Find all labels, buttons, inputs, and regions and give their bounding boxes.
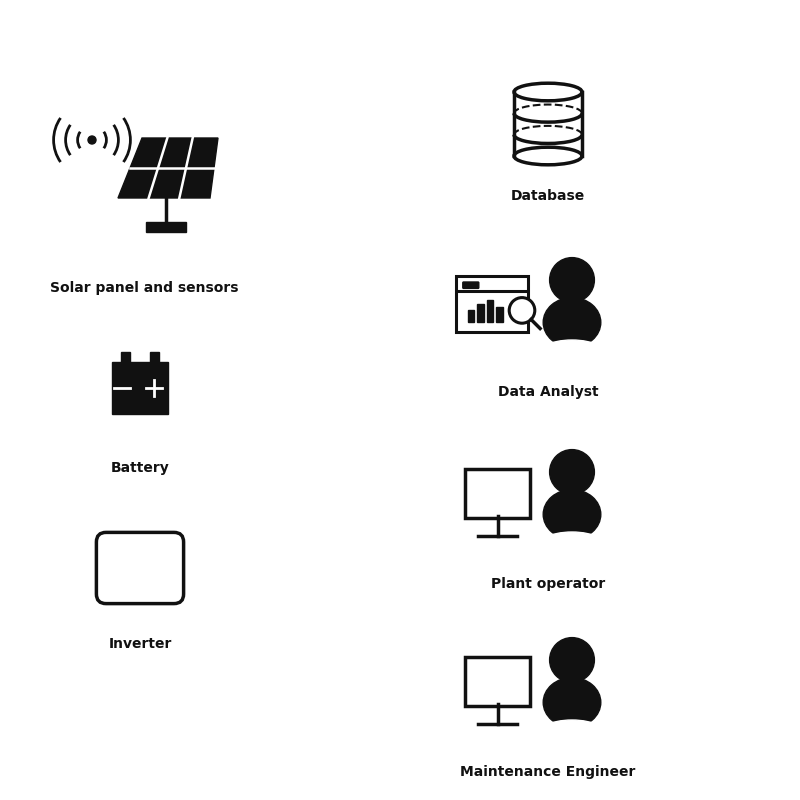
Polygon shape: [118, 138, 218, 198]
Polygon shape: [467, 310, 474, 322]
Circle shape: [550, 450, 594, 494]
Ellipse shape: [532, 532, 612, 572]
FancyBboxPatch shape: [466, 469, 530, 518]
Text: Plant operator: Plant operator: [491, 577, 605, 591]
FancyBboxPatch shape: [146, 222, 186, 232]
Polygon shape: [486, 300, 493, 322]
Ellipse shape: [543, 490, 601, 539]
FancyBboxPatch shape: [96, 533, 184, 604]
FancyBboxPatch shape: [121, 352, 130, 362]
FancyBboxPatch shape: [462, 282, 478, 289]
Ellipse shape: [532, 720, 612, 760]
Text: Database: Database: [511, 189, 585, 203]
Polygon shape: [514, 92, 582, 156]
Ellipse shape: [514, 83, 582, 101]
Text: Data Analyst: Data Analyst: [498, 385, 598, 399]
Ellipse shape: [543, 298, 601, 347]
FancyBboxPatch shape: [150, 352, 159, 362]
FancyBboxPatch shape: [456, 275, 528, 333]
Circle shape: [550, 638, 594, 682]
FancyBboxPatch shape: [466, 658, 530, 706]
Ellipse shape: [514, 147, 582, 165]
Text: Solar panel and sensors: Solar panel and sensors: [50, 281, 238, 295]
Circle shape: [509, 298, 534, 323]
Circle shape: [550, 258, 594, 302]
Polygon shape: [496, 306, 503, 322]
Text: Battery: Battery: [110, 461, 170, 475]
Text: Inverter: Inverter: [108, 637, 172, 651]
Text: Maintenance Engineer: Maintenance Engineer: [460, 765, 636, 779]
Polygon shape: [477, 304, 483, 322]
Ellipse shape: [543, 678, 601, 727]
FancyBboxPatch shape: [112, 362, 168, 414]
Circle shape: [88, 136, 96, 144]
Ellipse shape: [532, 340, 612, 380]
